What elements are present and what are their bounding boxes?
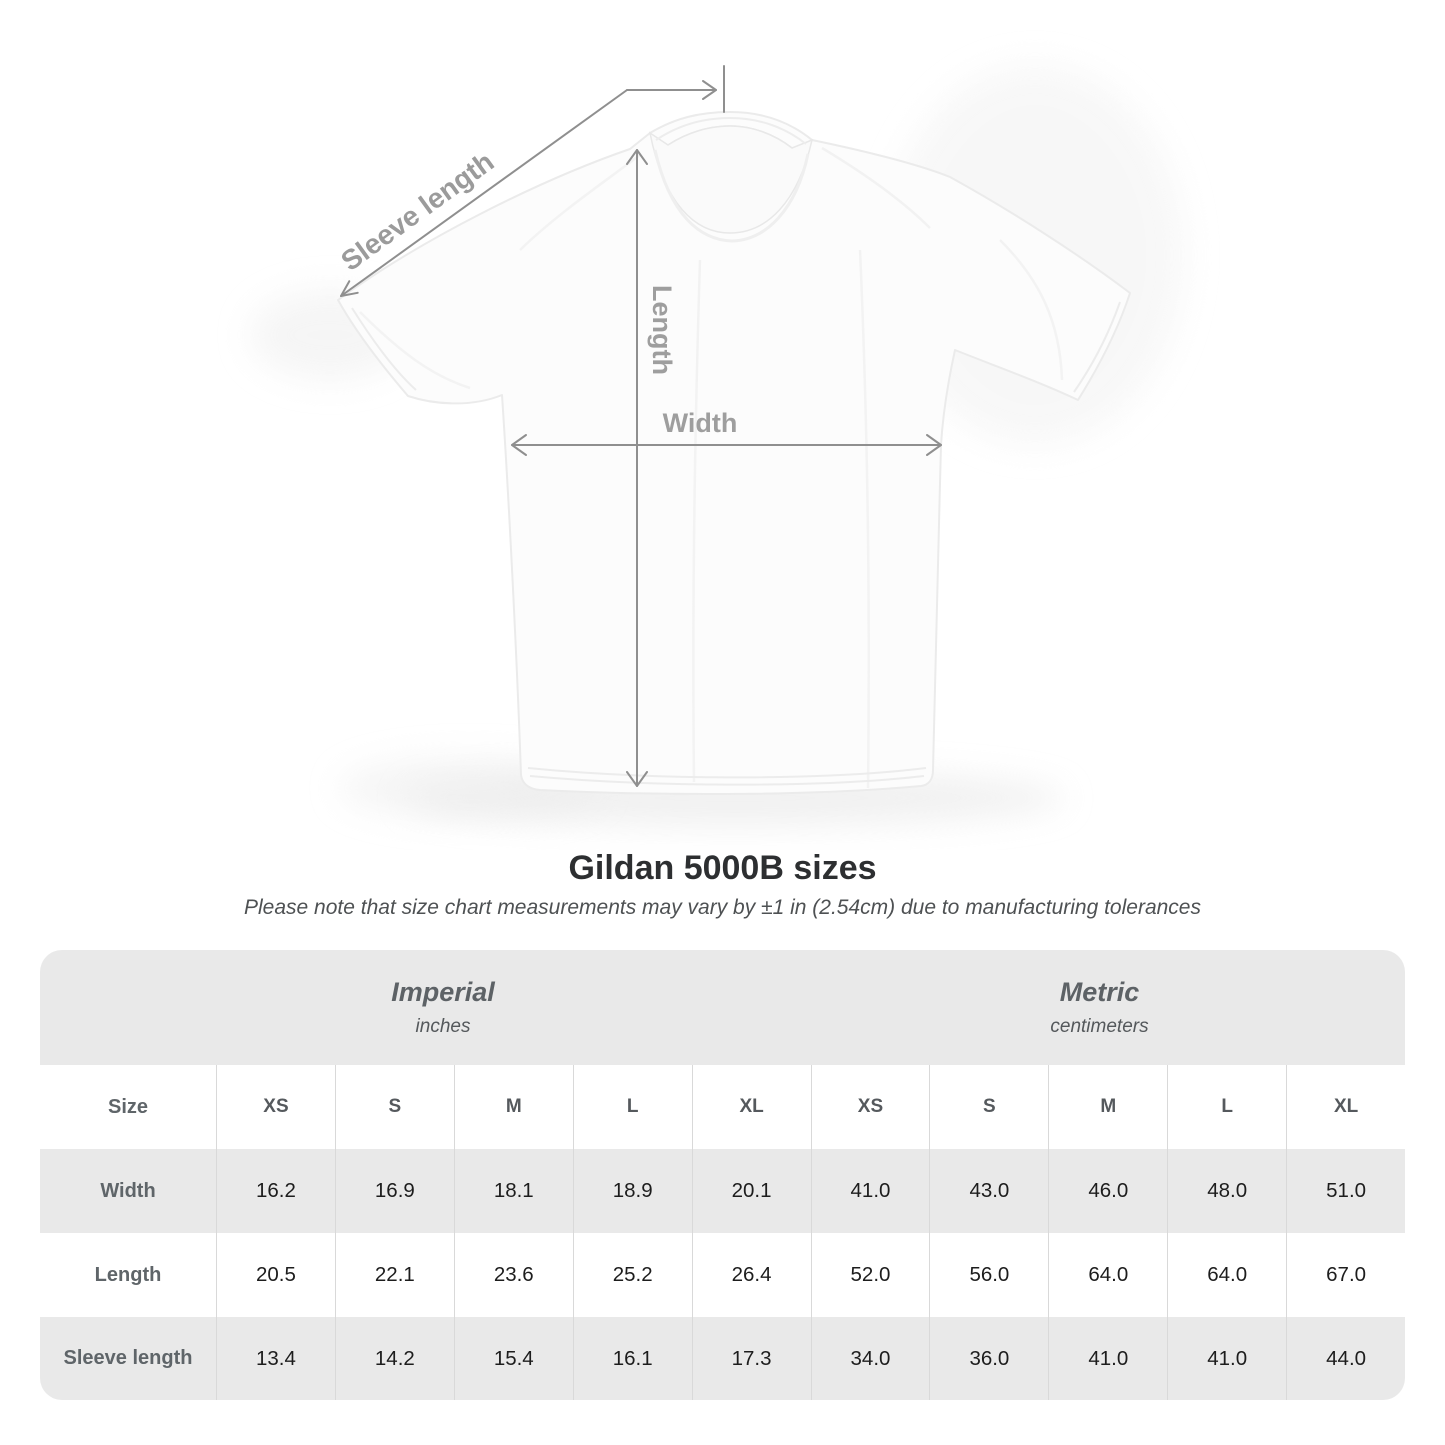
table-row-sizes: Size XS S M L XL XS S M L XL [40, 1065, 1405, 1149]
size-chart-table: Imperial inches Metric centimeters Size … [40, 950, 1405, 1400]
width-imperial-s: 16.9 [334, 1149, 454, 1233]
length-metric-xl: 67.0 [1286, 1233, 1405, 1317]
length-metric-xs: 52.0 [810, 1233, 930, 1317]
size-header-metric-l: L [1167, 1065, 1286, 1149]
size-header-imperial-xs: XS [216, 1065, 335, 1149]
length-imperial-m: 23.6 [453, 1233, 573, 1317]
size-header-imperial-s: S [334, 1065, 454, 1149]
unit-header-row: Imperial inches Metric centimeters [40, 950, 1405, 1065]
metric-title: Metric [1059, 977, 1140, 1007]
length-metric-l: 64.0 [1167, 1233, 1286, 1317]
row-label: Width [100, 1179, 156, 1202]
tshirt-body [337, 111, 1131, 796]
length-imperial-l: 25.2 [572, 1233, 692, 1317]
size-header-metric-s: S [929, 1065, 1048, 1149]
table-row-width: Width 16.2 16.9 18.1 18.9 20.1 41.0 43.0… [40, 1149, 1405, 1233]
length-arrow [626, 149, 648, 787]
width-arrow [511, 434, 942, 456]
page-title: Gildan 5000B sizes [568, 849, 877, 887]
width-metric-l: 48.0 [1167, 1149, 1286, 1233]
sleeve-metric-l: 41.0 [1167, 1317, 1286, 1400]
size-header-metric-xs: XS [810, 1065, 930, 1149]
table-row-length: Length 20.5 22.1 23.6 25.2 26.4 52.0 56.… [40, 1233, 1405, 1317]
width-imperial-m: 18.1 [453, 1149, 573, 1233]
width-imperial-xs: 16.2 [216, 1149, 335, 1233]
tshirt-collar-seam [655, 116, 807, 145]
sleeve-imperial-l: 16.1 [572, 1317, 692, 1400]
tshirt-fold-lines [359, 146, 1064, 789]
sleeve-metric-s: 36.0 [929, 1317, 1048, 1400]
length-imperial-xl: 26.4 [691, 1233, 811, 1317]
imperial-header: Imperial inches [40, 950, 810, 1065]
sleeve-metric-xl: 44.0 [1286, 1317, 1405, 1400]
tshirt-graphic [337, 111, 1131, 796]
length-imperial-xs: 20.5 [216, 1233, 335, 1317]
metric-unit: centimeters [1050, 1016, 1149, 1037]
imperial-title: Imperial [391, 977, 495, 1007]
imperial-unit: inches [415, 1016, 471, 1037]
sleeve-metric-m: 41.0 [1048, 1317, 1167, 1400]
width-imperial-l: 18.9 [572, 1149, 692, 1233]
length-imperial-s: 22.1 [334, 1233, 454, 1317]
length-label: Length [647, 285, 677, 375]
width-label: Width [663, 408, 738, 438]
width-metric-m: 46.0 [1048, 1149, 1167, 1233]
sleeve-imperial-xl: 17.3 [691, 1317, 811, 1400]
size-header-imperial-l: L [572, 1065, 692, 1149]
sleeve-imperial-xs: 13.4 [216, 1317, 335, 1400]
size-header-metric-m: M [1048, 1065, 1167, 1149]
width-imperial-xl: 20.1 [691, 1149, 811, 1233]
sleeve-metric-xs: 34.0 [810, 1317, 930, 1400]
tshirt-stitch-lines [351, 301, 1121, 786]
width-metric-s: 43.0 [929, 1149, 1048, 1233]
metric-header: Metric centimeters [810, 950, 1405, 1065]
size-header-metric-xl: XL [1286, 1065, 1405, 1149]
size-header-imperial-xl: XL [691, 1065, 811, 1149]
row-label: Sleeve length [63, 1347, 193, 1369]
length-metric-m: 64.0 [1048, 1233, 1167, 1317]
width-metric-xs: 41.0 [810, 1149, 930, 1233]
sleeve-imperial-m: 15.4 [453, 1317, 573, 1400]
tolerance-note: Please note that size chart measurements… [244, 896, 1201, 919]
width-metric-xl: 51.0 [1286, 1149, 1405, 1233]
table-row-sleeve-length: Sleeve length 13.4 14.2 15.4 16.1 17.3 3… [40, 1317, 1405, 1400]
sleeve-imperial-s: 14.2 [334, 1317, 454, 1400]
tshirt-measurement-figure: Sleeve length Length Width [250, 65, 1185, 826]
sleeve-length-arrow [340, 80, 717, 297]
row-label: Length [94, 1263, 162, 1286]
size-column-header: Size [107, 1095, 149, 1118]
length-metric-s: 56.0 [929, 1233, 1048, 1317]
size-header-imperial-m: M [453, 1065, 573, 1149]
tshirt-collar-shadow [653, 149, 810, 243]
